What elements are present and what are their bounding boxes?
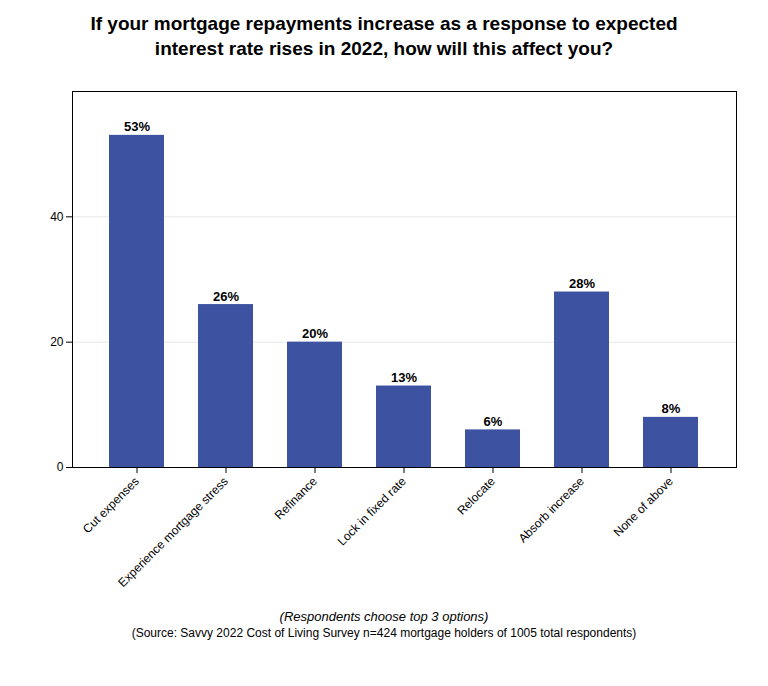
svg-text:Refinance: Refinance xyxy=(272,474,320,522)
svg-text:20: 20 xyxy=(50,335,64,349)
svg-text:Cut expenses: Cut expenses xyxy=(80,475,142,537)
svg-text:None of above: None of above xyxy=(611,474,676,539)
svg-text:6%: 6% xyxy=(484,414,503,429)
svg-text:0: 0 xyxy=(57,461,64,475)
svg-text:40: 40 xyxy=(50,210,64,224)
svg-text:26%: 26% xyxy=(213,289,239,304)
svg-text:Lock in fixed rate: Lock in fixed rate xyxy=(335,474,409,548)
svg-text:20%: 20% xyxy=(302,327,328,342)
svg-text:13%: 13% xyxy=(391,370,417,385)
svg-text:53%: 53% xyxy=(124,120,150,135)
svg-text:28%: 28% xyxy=(569,276,595,291)
html-text:If your mortgage repayments in: If your mortgage repayments increase as … xyxy=(90,13,678,59)
svg-text:Experience mortgage stress: Experience mortgage stress xyxy=(115,475,231,591)
svg-text:Relocate: Relocate xyxy=(454,474,498,518)
html-text:(Respondents choose top 3 opti: (Respondents choose top 3 options) xyxy=(279,609,489,625)
svg-text:8%: 8% xyxy=(662,402,681,417)
svg-text:Absorb increase: Absorb increase xyxy=(516,474,587,545)
html-text:(Source: Savvy 2022 Cost of Li: (Source: Savvy 2022 Cost of Living Surve… xyxy=(131,626,637,641)
